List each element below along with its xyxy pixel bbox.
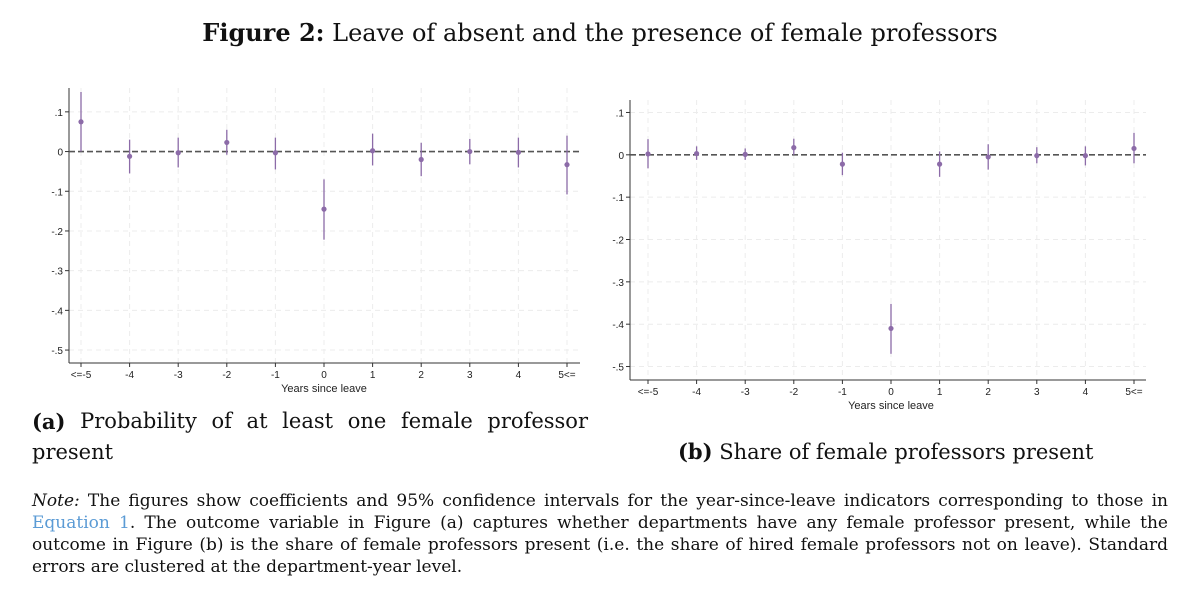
x-tick-label: <=-5 [638,387,659,398]
y-tick-label: -.3 [51,267,63,278]
note-text-1: The figures show coefficients and 95% co… [87,491,1169,511]
data-point [321,206,327,212]
data-point [127,153,133,159]
data-point [224,139,230,146]
caption-a-line2: present [32,440,114,464]
caption-a-word: of [211,409,232,433]
caption-a-line1: (a) Probability of at least one female professo… [32,406,588,437]
caption-b: (b) Share of female professors present [678,436,1093,468]
caption-a-word: at [246,409,268,433]
y-tick-label: -.4 [51,306,63,317]
x-tick-label: 0 [321,370,327,381]
y-tick-label: 0 [57,148,63,159]
x-tick-label: -2 [222,370,231,381]
data-point [370,148,376,154]
x-tick-label: 4 [1083,387,1089,398]
chart-panel-a: .1 0 -.1 -.2 -.3 -.4 -.5 <=-5 -4 -3 -2 -1 0 1 2 3 4 5<= Ye… [51,88,580,395]
caption-a-word: professor [487,409,588,433]
y-tick-label: -.3 [612,278,624,289]
caption-a-word: female [400,409,473,433]
y-tick-label: 0 [618,151,624,162]
y-tick-label: -.4 [612,320,624,331]
y-tick-label: -.1 [51,187,63,198]
caption-a-word: Probability [80,409,197,433]
chart-panel-b: .1 0 -.1 -.2 -.3 -.4 -.5 <=-5 -4 -3 -2 -1 0 1 2 3 4 5<= Ye… [612,100,1146,412]
data-point [645,151,651,157]
y-tick-label: -.2 [51,227,63,238]
data-point [888,325,894,332]
data-point [1034,153,1040,159]
x-tick-label: -1 [271,370,280,381]
x-tick-label: -4 [125,370,134,381]
data-point [515,149,522,155]
x-tick-label: -1 [838,387,847,398]
y-tick-label: -.2 [612,236,624,247]
figure-label: Figure 2: [202,18,325,47]
x-tick-label: -3 [741,387,750,398]
figure-title: Figure 2: Leave of absent and the presen… [0,18,1200,47]
caption-a: (a) Probability of at least one female professo… [32,406,592,468]
caption-b-text: Share of female professors present [719,440,1094,464]
equation-link[interactable]: Equation 1 [32,513,130,533]
y-tick-label: -.1 [612,193,624,204]
x-tick-label: 3 [1034,387,1040,398]
x-tick-label: 5<= [1125,387,1142,398]
data-point [272,150,278,156]
data-point [937,161,943,167]
data-point [742,151,748,157]
y-tick-label: .1 [55,108,64,119]
data-point [1131,145,1137,152]
data-point [78,119,84,125]
x-tick-label: 2 [418,370,424,381]
note-text-2: . The outcome variable in Figure (a) cap… [32,513,1168,577]
x-tick-label: 0 [888,387,894,398]
y-tick-label: -.5 [612,363,624,374]
x-tick-label: 4 [516,370,522,381]
data-point [1082,153,1088,159]
x-axis-title: Years since leave [281,383,367,395]
x-tick-label: 3 [467,370,473,381]
y-tick-label: -.5 [51,346,63,357]
x-tick-label: 5<= [558,370,575,381]
data-point [564,162,570,168]
caption-a-word: one [347,409,387,433]
x-tick-label: -3 [174,370,183,381]
data-point [839,161,846,167]
caption-a-word: least [282,409,334,433]
x-tick-label: -2 [789,387,798,398]
caption-b-label: (b) [678,439,713,464]
x-tick-label: 2 [985,387,991,398]
figure-note: Note: The figures show coefficients and … [32,490,1168,578]
figure-title-text: Leave of absent and the presence of fema… [332,19,998,47]
caption-a-label: (a) [32,409,66,434]
x-tick-label: -4 [692,387,701,398]
data-point [418,156,424,163]
data-point [694,150,700,157]
data-point [467,148,473,155]
data-point [985,154,991,160]
data-point [175,150,181,156]
data-point [791,145,797,151]
x-tick-label: 1 [937,387,943,398]
x-tick-label: 1 [370,370,376,381]
y-tick-label: .1 [616,108,625,119]
x-axis-title: Years since leave [848,400,934,412]
x-tick-label: <=-5 [71,370,92,381]
note-label: Note: [32,491,80,511]
